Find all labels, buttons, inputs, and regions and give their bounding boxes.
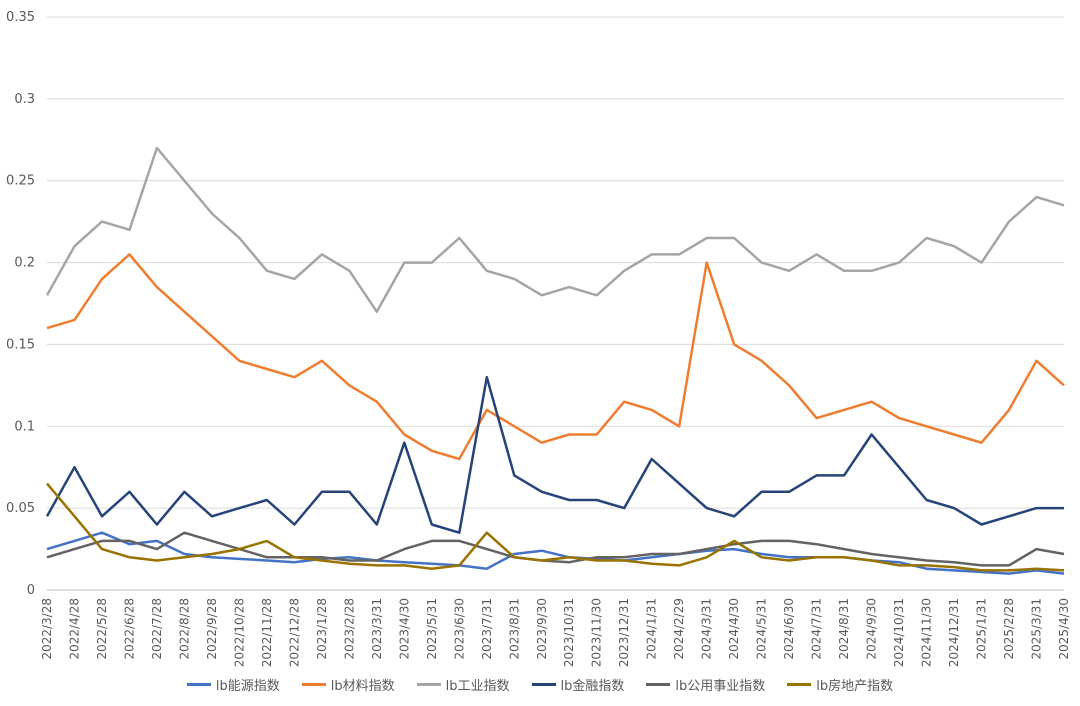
legend-label: lb能源指数	[215, 679, 280, 694]
x-tick-label: 2023/10/31	[562, 598, 576, 667]
y-tick-label: 0.25	[6, 174, 35, 189]
x-tick-label: 2025/4/30	[1057, 598, 1071, 660]
x-tick-label: 2024/7/31	[810, 598, 824, 660]
legend-swatch	[301, 683, 326, 686]
legend-item: lb公用事业指数	[646, 675, 765, 694]
series-lines	[45, 146, 1065, 575]
x-tick-label: 2024/2/29	[672, 598, 686, 660]
series-line-3	[45, 146, 1065, 313]
x-tick-label: 2023/4/30	[397, 598, 411, 660]
legend-swatch	[531, 683, 556, 686]
x-tick-label: 2022/7/28	[150, 598, 164, 660]
legend-item: lb工业指数	[416, 675, 510, 694]
x-tick-label: 2022/3/28	[40, 598, 54, 660]
x-tick-label: 2023/3/31	[370, 598, 384, 660]
x-tick-label: 2024/3/31	[700, 598, 714, 660]
series-line-6	[46, 482, 1065, 572]
x-tick-label: 2022/5/28	[95, 598, 109, 660]
x-tick-label: 2024/10/31	[892, 598, 906, 667]
x-tick-label: 2023/8/31	[507, 598, 521, 660]
line-chart: 00.050.10.150.20.250.30.35 2022/3/28 2022…	[6, 10, 1071, 667]
x-tick-label: 2023/7/31	[480, 598, 494, 660]
legend-item: lb房地产指数	[787, 675, 893, 694]
x-tick-label: 2023/11/30	[590, 598, 604, 667]
legend-item: lb材料指数	[301, 675, 395, 694]
x-tick-label: 2023/9/30	[535, 598, 549, 660]
x-tick-label: 2023/1/28	[315, 598, 329, 660]
x-tick-label: 2023/5/31	[425, 598, 439, 660]
x-tick-label: 2023/6/30	[452, 598, 466, 660]
x-tick-label: 2024/6/30	[782, 598, 796, 660]
x-tick-label: 2024/4/30	[727, 598, 741, 660]
legend-label: lb公用事业指数	[675, 679, 766, 694]
series-line-2	[46, 253, 1065, 461]
x-tick-label: 2022/8/28	[177, 598, 191, 660]
x-tick-label: 2022/12/28	[287, 598, 301, 667]
legend-swatch	[186, 683, 211, 686]
y-axis-ticks: 0 0.05 0.1 0.15 0.2 0.25 0.3 0.35	[6, 10, 35, 598]
series-line-4	[45, 375, 1064, 534]
x-tick-label: 2025/2/28	[1002, 598, 1016, 660]
y-tick-label: 0.05	[6, 501, 35, 516]
x-tick-label: 2022/6/28	[122, 598, 136, 660]
y-tick-label: 0.3	[14, 92, 35, 107]
x-tick-label: 2023/12/31	[617, 598, 631, 667]
legend-label: lb工业指数	[445, 679, 510, 694]
legend-swatch	[787, 683, 812, 686]
x-tick-label: 2024/1/31	[645, 598, 659, 660]
legend-label: lb材料指数	[330, 679, 395, 694]
x-tick-label: 2022/11/28	[260, 598, 274, 667]
x-tick-label: 2025/3/31	[1030, 598, 1044, 660]
x-tick-label: 2025/1/31	[975, 598, 989, 660]
y-tick-label: 0.2	[14, 256, 35, 271]
x-tick-label: 2022/10/28	[232, 598, 246, 667]
legend-swatch	[646, 683, 671, 686]
grid-lines	[47, 16, 1064, 591]
series-line-1	[46, 531, 1065, 575]
x-tick-label: 2022/9/28	[205, 598, 219, 660]
legend-item: lb金融指数	[531, 675, 625, 694]
x-tick-label: 2023/2/28	[342, 598, 356, 660]
legend: lb能源指数 lb材料指数 lb工业指数 lb金融指数 lb公用事业指数 lb房地产指数	[0, 675, 1080, 694]
series-line-5	[46, 531, 1065, 567]
x-tick-label: 2024/5/31	[755, 598, 769, 660]
legend-label: lb房地产指数	[816, 679, 894, 694]
legend-swatch	[416, 683, 441, 686]
x-tick-label: 2024/11/30	[920, 598, 934, 667]
legend-item: lb能源指数	[186, 675, 280, 694]
y-tick-label: 0.1	[14, 419, 35, 434]
y-tick-label: 0	[27, 583, 35, 598]
y-tick-label: 0.15	[6, 337, 35, 352]
y-tick-label: 0.35	[6, 10, 35, 25]
x-tick-label: 2024/12/31	[947, 598, 961, 667]
x-tick-label: 2024/9/30	[865, 598, 879, 660]
x-axis-ticks: 2022/3/28 2022/4/28 2022/5/28 2022/6/28 2022…	[40, 598, 1071, 667]
x-tick-label: 2022/4/28	[67, 598, 81, 660]
x-tick-label: 2024/8/31	[837, 598, 851, 660]
legend-label: lb金融指数	[560, 679, 625, 694]
